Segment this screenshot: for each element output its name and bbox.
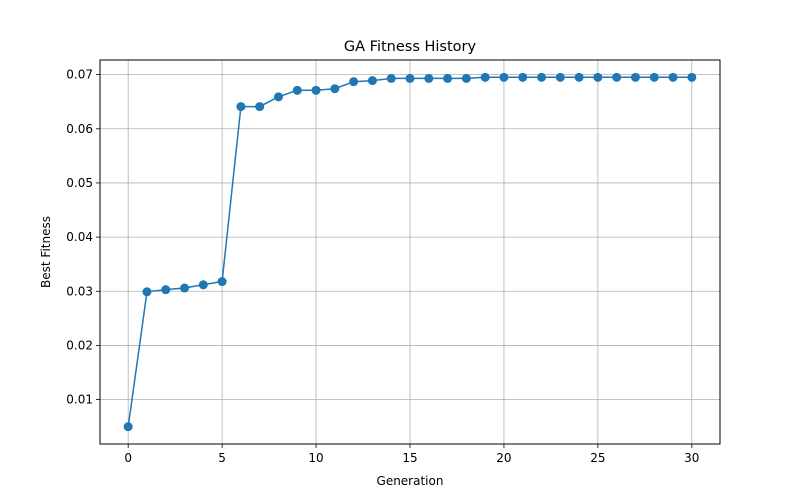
- data-point: [405, 73, 415, 83]
- data-point: [255, 102, 265, 112]
- data-point: [367, 76, 377, 86]
- data-point: [273, 92, 283, 102]
- data-point: [330, 84, 340, 94]
- data-point: [386, 73, 396, 83]
- x-tick-label: 25: [590, 451, 605, 465]
- y-tick-label: 0.02: [66, 338, 93, 352]
- data-point: [499, 72, 509, 82]
- data-point: [668, 72, 678, 82]
- y-tick-label: 0.06: [66, 122, 93, 136]
- data-point: [687, 72, 697, 82]
- y-tick-label: 0.07: [66, 68, 93, 82]
- data-point: [198, 280, 208, 290]
- data-point: [443, 73, 453, 83]
- x-tick-label: 0: [124, 451, 132, 465]
- series-layer: [123, 72, 697, 432]
- x-tick-label: 20: [496, 451, 511, 465]
- data-point: [161, 285, 171, 295]
- data-point: [518, 72, 528, 82]
- data-point: [537, 72, 547, 82]
- data-point: [217, 277, 227, 287]
- y-tick-label: 0.04: [66, 230, 93, 244]
- x-tick-label: 10: [308, 451, 323, 465]
- data-point: [574, 72, 584, 82]
- data-point: [180, 283, 190, 293]
- data-point: [555, 72, 565, 82]
- x-tick-label: 30: [684, 451, 699, 465]
- data-point: [311, 85, 321, 95]
- data-point: [123, 422, 133, 432]
- data-point: [593, 72, 603, 82]
- data-point: [349, 77, 359, 87]
- data-point: [480, 72, 490, 82]
- data-point: [236, 102, 246, 112]
- x-tick-label: 15: [402, 451, 417, 465]
- data-point: [424, 73, 434, 83]
- data-point: [612, 72, 622, 82]
- data-point: [142, 287, 152, 297]
- data-point: [649, 72, 659, 82]
- y-tick-label: 0.03: [66, 284, 93, 298]
- y-tick-label: 0.01: [66, 393, 93, 407]
- grid-layer: [100, 60, 720, 444]
- x-tick-label: 5: [218, 451, 226, 465]
- chart-title: GA Fitness History: [344, 39, 477, 55]
- data-point: [292, 85, 302, 95]
- y-tick-label: 0.05: [66, 176, 93, 190]
- data-point: [630, 72, 640, 82]
- data-point: [461, 73, 471, 83]
- tick-layer: 0 5 10 15 20 25 30 0.01 0.02 0.03 0.04 0.05 0.06 0.07: [66, 68, 699, 465]
- x-axis-label: Generation: [377, 474, 444, 488]
- y-axis-label: Best Fitness: [39, 216, 53, 288]
